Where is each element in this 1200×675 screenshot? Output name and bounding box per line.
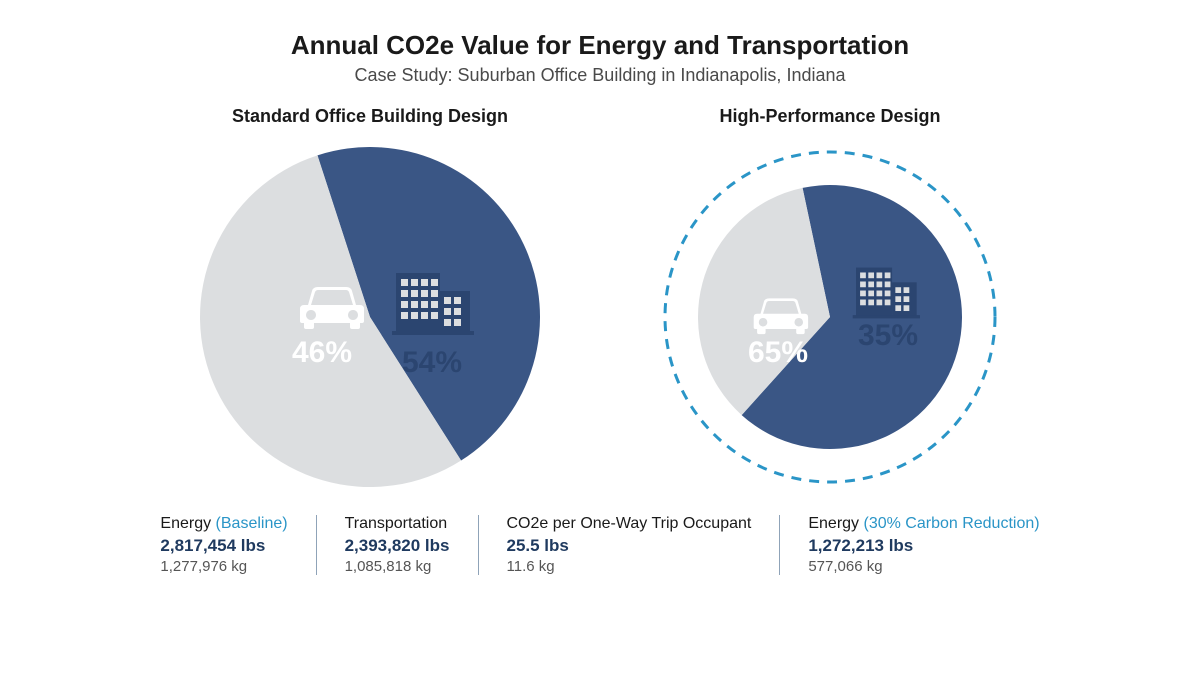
chart-standard-title: Standard Office Building Design — [232, 106, 508, 127]
stat-value-sub: 11.6 kg — [507, 558, 752, 575]
chart-standard: Standard Office Building Design 46% — [200, 106, 540, 487]
stat-value-sub: 1,085,818 kg — [345, 558, 450, 575]
stat-label: Energy (Baseline) — [160, 515, 287, 533]
charts-row: Standard Office Building Design 46% — [60, 106, 1140, 487]
stat-label: Energy (30% Carbon Reduction) — [808, 515, 1039, 533]
title-block: Annual CO2e Value for Energy and Transpo… — [60, 30, 1140, 86]
pie-highperf-wrap: 65% — [660, 147, 1000, 487]
chart-highperf-title: High-Performance Design — [719, 106, 940, 127]
stat-label: CO2e per One-Way Trip Occupant — [507, 515, 752, 533]
chart-highperf: High-Performance Design 65% — [660, 106, 1000, 487]
stat-value-main: 2,817,454 lbs — [160, 536, 287, 556]
stat-value-sub: 577,066 kg — [808, 558, 1039, 575]
stat-energy-reduction: Energy (30% Carbon Reduction) 1,272,213 … — [780, 515, 1067, 575]
stat-energy-baseline: Energy (Baseline) 2,817,454 lbs 1,277,97… — [132, 515, 316, 575]
pct-transportation-standard: 46% — [292, 336, 352, 369]
stats-row: Energy (Baseline) 2,817,454 lbs 1,277,97… — [60, 515, 1140, 575]
page-container: Annual CO2e Value for Energy and Transpo… — [0, 0, 1200, 595]
stat-value-main: 25.5 lbs — [507, 536, 752, 556]
main-title: Annual CO2e Value for Energy and Transpo… — [60, 30, 1140, 61]
stat-label: Transportation — [345, 515, 450, 533]
pie-standard-svg: 46% — [200, 147, 540, 487]
pct-energy-highperf: 35% — [858, 319, 918, 352]
subtitle: Case Study: Suburban Office Building in … — [60, 65, 1140, 86]
stat-transportation: Transportation 2,393,820 lbs 1,085,818 k… — [317, 515, 479, 575]
pct-energy-standard: 54% — [402, 346, 462, 379]
stat-co2e-trip: CO2e per One-Way Trip Occupant 25.5 lbs … — [479, 515, 781, 575]
pie-standard-wrap: 46% — [200, 147, 540, 487]
stat-value-main: 2,393,820 lbs — [345, 536, 450, 556]
pct-transportation-highperf: 65% — [748, 336, 808, 369]
stat-value-sub: 1,277,976 kg — [160, 558, 287, 575]
pie-highperf-svg: 65% — [660, 147, 1000, 487]
stat-value-main: 1,272,213 lbs — [808, 536, 1039, 556]
